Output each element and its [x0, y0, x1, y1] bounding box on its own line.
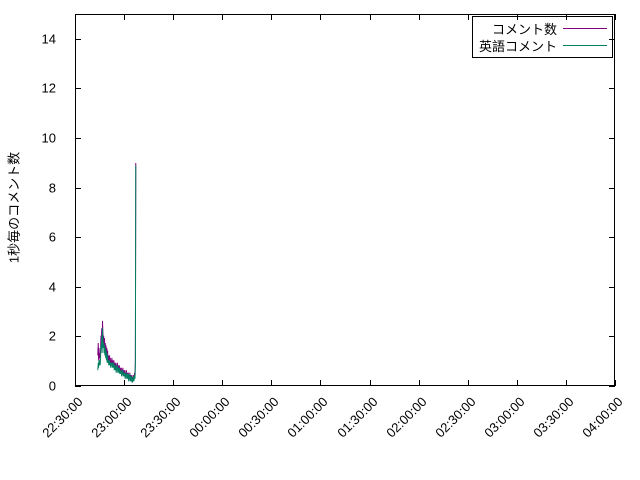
x-tick-mark: [173, 380, 175, 386]
y-tick-mark: [75, 336, 81, 338]
x-tick-mark-top: [124, 14, 126, 20]
x-tick-mark: [615, 380, 616, 386]
y-tick-mark: [75, 286, 81, 288]
y-tick-mark: [75, 187, 81, 189]
legend-label-1: 英語コメント: [478, 39, 557, 54]
y-axis-tick-labels: 0 2 4 6 8 10 12 14: [0, 0, 68, 480]
x-tick-mark: [565, 380, 567, 386]
y-tick-mark-right: [609, 88, 615, 90]
legend-color-swatch-1: [563, 45, 607, 46]
x-tick-mark-top: [173, 14, 175, 20]
x-tick-mark: [124, 380, 126, 386]
y-tick-label: 14: [41, 31, 56, 47]
x-tick-mark: [369, 380, 371, 386]
x-tick-mark: [418, 380, 420, 386]
y-tick-label: 8: [48, 180, 56, 196]
y-tick-mark-right: [609, 336, 615, 338]
y-tick-label: 0: [48, 378, 56, 394]
x-tick-mark-top: [516, 14, 518, 20]
y-tick-mark-right: [609, 138, 615, 139]
x-tick-mark: [467, 380, 469, 386]
x-tick-mark-top: [75, 14, 76, 20]
y-tick-mark-right: [609, 237, 615, 239]
y-tick-label: 4: [48, 279, 56, 295]
x-tick-mark: [222, 380, 224, 386]
legend-color-swatch-0: [563, 28, 607, 29]
y-tick-mark-right: [609, 38, 615, 40]
x-tick-mark: [75, 380, 76, 386]
y-tick-mark-right: [609, 187, 615, 189]
y-tick-mark: [75, 237, 81, 239]
y-tick-mark: [75, 138, 81, 139]
x-tick-mark-top: [320, 14, 322, 20]
x-tick-mark: [271, 380, 273, 386]
y-tick-mark-right: [609, 286, 615, 288]
y-tick-mark: [75, 88, 81, 90]
x-tick-mark: [516, 380, 518, 386]
x-tick-mark-top: [222, 14, 224, 20]
legend-label-0: コメント数: [491, 22, 557, 37]
series-lines: [97, 162, 137, 383]
x-tick-label: 22:30:00: [39, 394, 86, 441]
y-tick-label: 2: [48, 328, 56, 344]
x-tick-mark-top: [418, 14, 420, 20]
y-tick-label: 12: [41, 80, 56, 96]
y-tick-label: 10: [41, 130, 56, 146]
x-tick-mark-top: [369, 14, 371, 20]
plot-area: コメント数 英語コメント: [75, 14, 615, 386]
legend-item: コメント数: [479, 20, 607, 37]
x-tick-mark-top: [615, 14, 616, 20]
x-tick-mark: [320, 380, 322, 386]
x-tick-mark-top: [565, 14, 567, 20]
y-tick-mark-right: [609, 386, 615, 387]
y-tick-mark: [75, 386, 81, 387]
x-tick-mark-top: [467, 14, 469, 20]
y-tick-label: 6: [48, 229, 56, 245]
y-tick-mark: [75, 38, 81, 40]
legend: コメント数 英語コメント: [471, 16, 613, 58]
x-tick-mark-top: [271, 14, 273, 20]
legend-item: 英語コメント: [479, 37, 607, 54]
series-line-1: [97, 165, 137, 383]
